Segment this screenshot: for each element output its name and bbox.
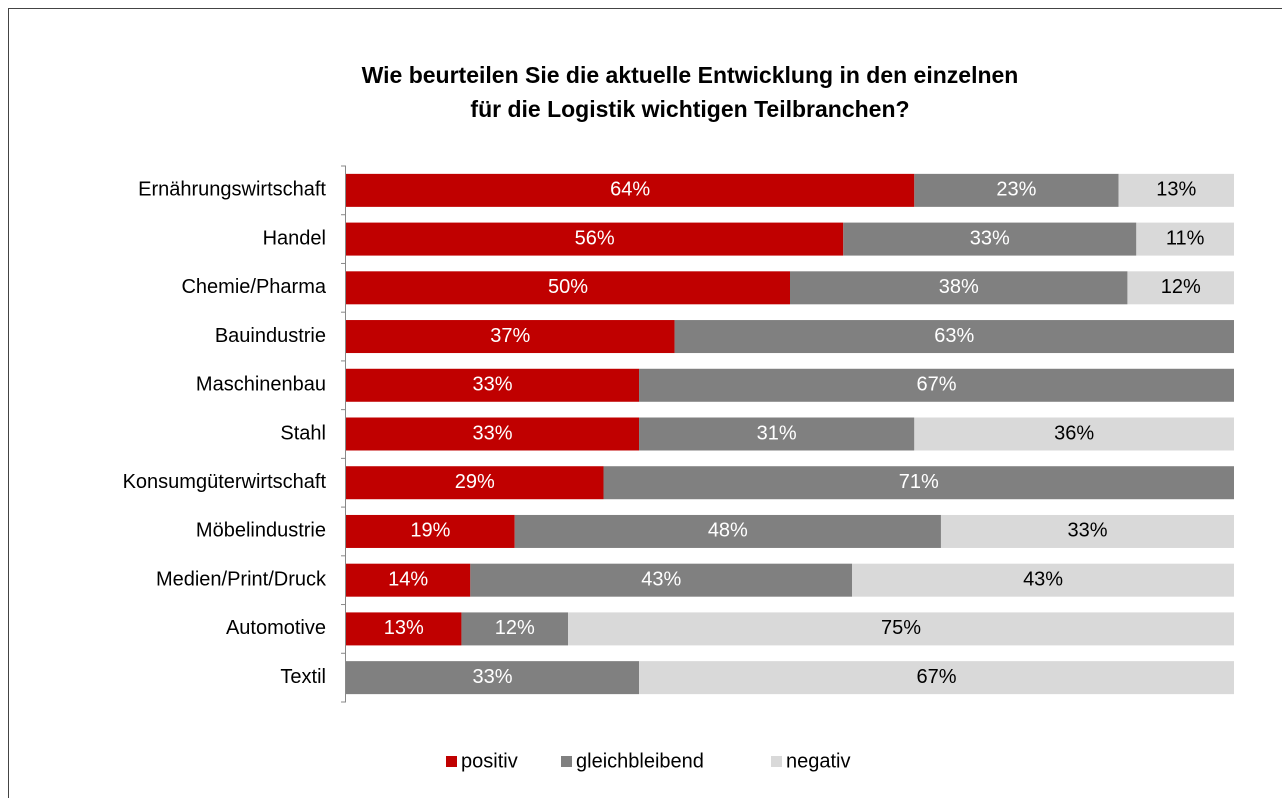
- data-label: 13%: [1156, 179, 1196, 201]
- bar-segment: [568, 612, 1234, 646]
- category-label: Stahl: [280, 422, 326, 444]
- legend-swatch: [561, 756, 572, 767]
- data-label: 67%: [917, 666, 957, 688]
- data-label: 67%: [917, 374, 957, 396]
- frame: [8, 8, 1282, 798]
- bar-segment: [674, 320, 1234, 354]
- bar-segment: [346, 466, 604, 500]
- category-label: Textil: [280, 666, 326, 688]
- data-label: 43%: [1023, 568, 1063, 590]
- bar-segment: [346, 173, 915, 207]
- data-label: 37%: [490, 325, 530, 347]
- data-label: 48%: [708, 520, 748, 542]
- data-label: 11%: [1166, 227, 1205, 249]
- category-label: Möbelindustrie: [196, 520, 326, 542]
- category-label: Konsumgüterwirtschaft: [123, 471, 327, 493]
- bar-segment: [639, 368, 1234, 402]
- bar-segment: [346, 612, 462, 646]
- bar-segment: [346, 514, 515, 548]
- bar-segment: [1136, 222, 1234, 256]
- bar-segment: [639, 661, 1234, 695]
- data-label: 33%: [970, 227, 1010, 249]
- data-label: 64%: [610, 179, 650, 201]
- bar-segment: [346, 320, 675, 354]
- data-label: 33%: [1067, 520, 1107, 542]
- category-label: Handel: [263, 227, 326, 249]
- category-label: Automotive: [226, 617, 326, 639]
- bar-segment: [1127, 271, 1234, 305]
- bar-segment: [514, 514, 941, 548]
- data-label: 33%: [473, 374, 513, 396]
- data-label: 31%: [757, 422, 797, 444]
- legend-label: negativ: [786, 750, 851, 772]
- bar-segment: [940, 514, 1234, 548]
- category-label: Maschinenbau: [196, 374, 326, 396]
- data-label: 19%: [410, 520, 450, 542]
- bar-segment: [639, 417, 915, 451]
- bar-segment: [914, 173, 1119, 207]
- data-label: 23%: [996, 179, 1036, 201]
- data-label: 63%: [934, 325, 974, 347]
- data-label: 71%: [899, 471, 939, 493]
- data-label: 50%: [548, 276, 588, 298]
- category-label: Medien/Print/Druck: [156, 568, 327, 590]
- data-label: 14%: [388, 568, 428, 590]
- data-label: 13%: [384, 617, 424, 639]
- data-label: 38%: [939, 276, 979, 298]
- category-label: Ernährungswirtschaft: [138, 179, 326, 201]
- data-label: 75%: [881, 617, 921, 639]
- bar-segment: [346, 222, 844, 256]
- legend-label: positiv: [461, 750, 518, 772]
- category-label: Bauindustrie: [215, 325, 326, 347]
- data-label: 56%: [575, 227, 615, 249]
- bar-segment: [603, 466, 1234, 500]
- bar-segment: [843, 222, 1137, 256]
- bar-segment: [346, 661, 640, 695]
- legend-swatch: [446, 756, 457, 767]
- data-label: 36%: [1054, 422, 1094, 444]
- bar-segment: [346, 368, 640, 402]
- legend-swatch: [771, 756, 782, 767]
- bar-segment: [461, 612, 568, 646]
- chart-title: Wie beurteilen Sie die aktuelle Entwickl…: [362, 62, 1019, 88]
- data-label: 12%: [1161, 276, 1201, 298]
- bar-segment: [852, 563, 1234, 597]
- bar-segment: [470, 563, 853, 597]
- legend-label: gleichbleibend: [576, 750, 704, 772]
- data-label: 29%: [455, 471, 495, 493]
- category-label: Chemie/Pharma: [181, 276, 326, 298]
- data-label: 33%: [473, 666, 513, 688]
- bar-segment: [346, 417, 640, 451]
- data-label: 12%: [495, 617, 535, 639]
- data-label: 33%: [473, 422, 513, 444]
- bar-segment: [1118, 173, 1234, 207]
- bar-segment: [914, 417, 1234, 451]
- bar-segment: [790, 271, 1128, 305]
- bar-segment: [346, 563, 471, 597]
- chart-title: für die Logistik wichtigen Teilbranchen?: [470, 96, 909, 122]
- data-label: 43%: [641, 568, 681, 590]
- bar-segment: [346, 271, 790, 305]
